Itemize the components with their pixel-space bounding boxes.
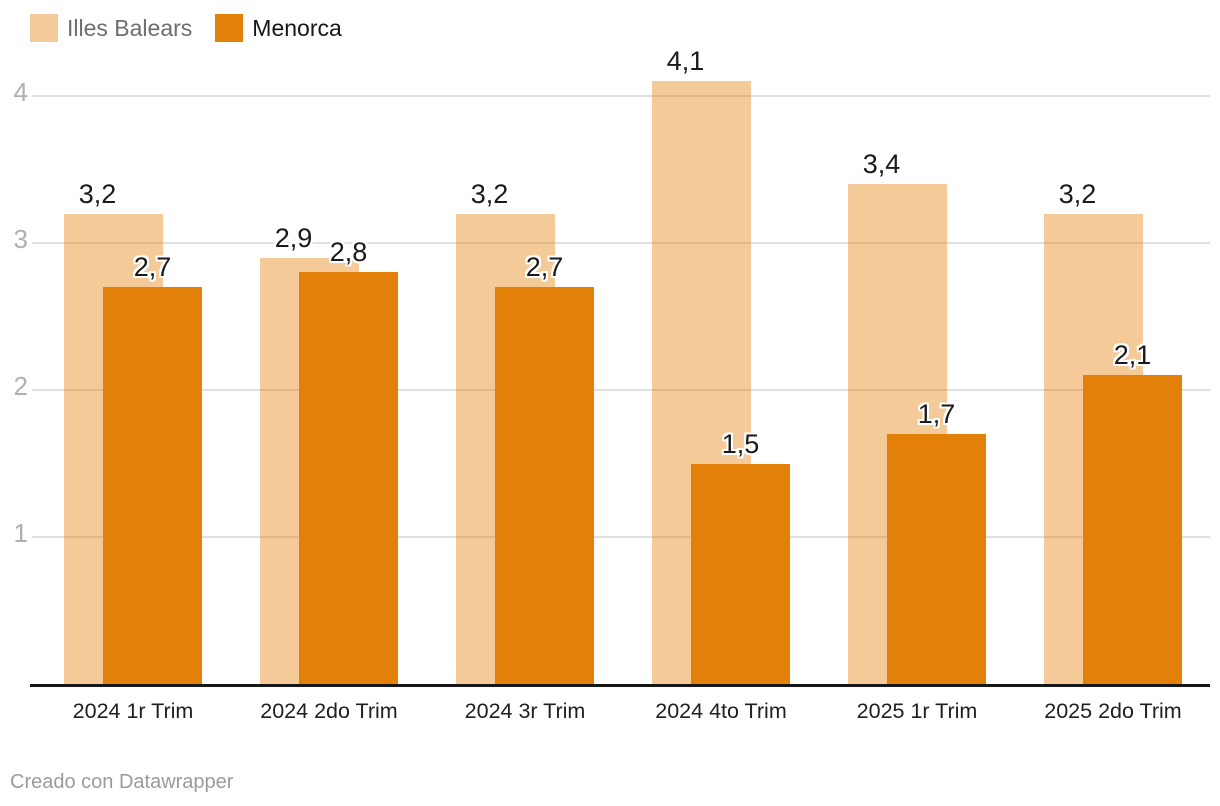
value-label-menorca-6: 2,1 [1113, 340, 1152, 371]
x-axis-label-2: 2024 2do Trim [260, 699, 398, 723]
bar-menorca-6 [1083, 375, 1182, 684]
legend-item-illes-balears: Illes Balears [30, 14, 192, 42]
value-label-illes-balears-3: 3,2 [470, 178, 509, 209]
legend-label-menorca: Menorca [252, 15, 342, 41]
gridline-y-3 [32, 242, 1210, 244]
bar-menorca-1 [103, 287, 202, 684]
x-axis-label-6: 2025 2do Trim [1044, 699, 1182, 723]
value-label-menorca-2: 2,8 [329, 237, 368, 268]
legend-swatch-menorca [215, 14, 244, 42]
value-label-illes-balears-5: 3,4 [862, 149, 901, 180]
value-label-illes-balears-2: 2,9 [274, 222, 313, 253]
bar-menorca-3 [495, 287, 594, 684]
value-label-menorca-1: 2,7 [133, 252, 172, 283]
datawrapper-credit-link[interactable]: Creado con Datawrapper [10, 771, 234, 793]
x-axis-label-1: 2024 1r Trim [72, 699, 194, 723]
x-axis-label-3: 2024 3r Trim [464, 699, 586, 723]
value-label-illes-balears-6: 3,2 [1058, 178, 1097, 209]
gridline-y-1 [32, 536, 1210, 538]
y-axis-tick-label: 4 [13, 77, 28, 107]
value-label-illes-balears-1: 3,2 [78, 178, 117, 209]
y-axis-tick-label: 1 [13, 518, 28, 548]
legend-swatch-illes-balears [30, 14, 58, 42]
gridline-y-4 [32, 95, 1210, 97]
bar-menorca-2 [299, 272, 398, 684]
chart-legend: Illes Balears Menorca [30, 14, 342, 42]
x-axis-label-5: 2025 1r Trim [856, 699, 978, 723]
value-label-menorca-5: 1,7 [917, 399, 956, 430]
x-axis-baseline [30, 684, 1210, 687]
y-axis-tick-label: 2 [13, 371, 28, 401]
bar-menorca-4 [691, 463, 790, 684]
y-axis-tick-label: 3 [13, 224, 28, 254]
legend-label-illes-balears: Illes Balears [67, 15, 193, 41]
bar-menorca-5 [887, 434, 986, 684]
legend-item-menorca: Menorca [215, 14, 342, 42]
value-label-illes-balears-4: 4,1 [666, 46, 705, 77]
value-label-menorca-3: 2,7 [525, 252, 564, 283]
x-axis-label-4: 2024 4to Trim [655, 699, 787, 723]
gridline-y-2 [32, 389, 1210, 391]
value-label-menorca-4: 1,5 [721, 428, 760, 459]
chart-footer: Creado con Datawrapper [10, 770, 233, 795]
